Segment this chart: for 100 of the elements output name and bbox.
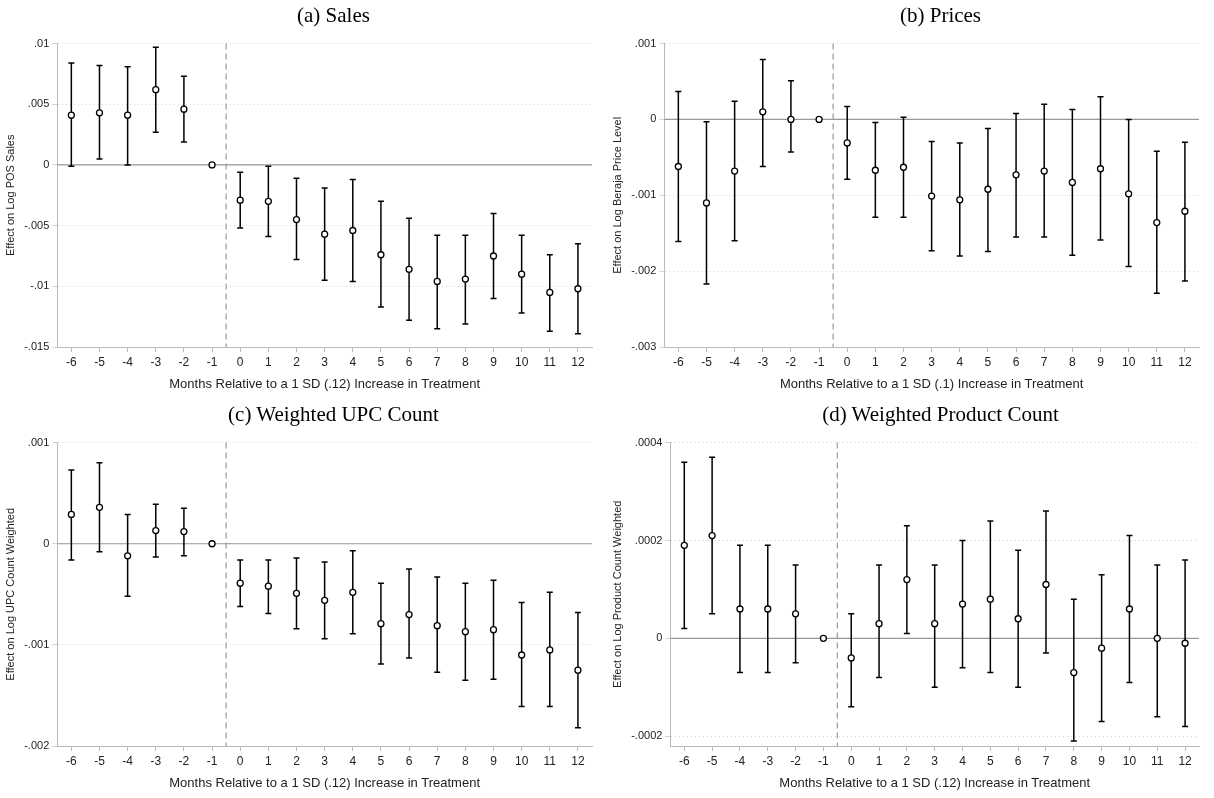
point bbox=[875, 620, 883, 628]
y-axis-title: Effect on Log Product Count Weighted bbox=[610, 500, 623, 688]
point bbox=[903, 575, 911, 584]
x-tick-label: 11 bbox=[543, 753, 557, 768]
y-tick-label: -.001 bbox=[24, 637, 50, 650]
x-tick-label: 11 bbox=[1151, 753, 1164, 768]
point bbox=[819, 634, 828, 642]
point bbox=[152, 526, 160, 535]
point bbox=[546, 288, 554, 297]
point bbox=[736, 605, 744, 613]
y-axis-title: Effect on Log POS Sales bbox=[3, 134, 16, 257]
x-tick-label: 8 bbox=[1070, 753, 1078, 768]
y-tick-label: 0 bbox=[650, 112, 657, 125]
point bbox=[180, 527, 188, 536]
x-tick-label: 4 bbox=[956, 354, 964, 369]
x-tick-label: -1 bbox=[206, 753, 218, 768]
x-tick-label: 6 bbox=[1014, 753, 1022, 768]
point bbox=[1153, 218, 1161, 227]
point bbox=[320, 596, 329, 605]
x-tick-label: 12 bbox=[571, 753, 585, 768]
point bbox=[791, 610, 800, 618]
y-tick-label: .0002 bbox=[634, 533, 663, 546]
x-tick-label: 10 bbox=[1122, 753, 1137, 768]
x-tick-label: -1 bbox=[818, 753, 830, 768]
x-tick-label: 0 bbox=[236, 753, 244, 768]
x-tick-label: -3 bbox=[150, 354, 162, 369]
point bbox=[984, 185, 992, 193]
point bbox=[461, 628, 469, 636]
x-tick-label: -4 bbox=[734, 753, 746, 768]
point bbox=[1181, 207, 1189, 215]
x-tick-label: 7 bbox=[433, 354, 441, 369]
x-tick-label: 12 bbox=[571, 354, 585, 369]
point bbox=[152, 86, 160, 94]
point bbox=[1153, 634, 1161, 642]
y-tick-label: -.0002 bbox=[631, 729, 663, 742]
x-tick-label: -4 bbox=[122, 354, 134, 369]
x-tick-label: 6 bbox=[1012, 354, 1020, 369]
x-tick-label: 8 bbox=[462, 354, 470, 369]
point bbox=[405, 265, 413, 273]
point bbox=[405, 610, 413, 619]
x-tick-label: -1 bbox=[206, 354, 218, 369]
point bbox=[1097, 644, 1106, 652]
point bbox=[489, 252, 498, 260]
point bbox=[1181, 639, 1189, 647]
point bbox=[489, 626, 498, 634]
point bbox=[67, 111, 75, 119]
x-tick-label: -1 bbox=[813, 354, 825, 369]
point bbox=[1042, 580, 1050, 589]
x-tick-label: 9 bbox=[490, 753, 498, 768]
point bbox=[377, 619, 385, 628]
x-tick-label: -2 bbox=[785, 354, 797, 369]
y-tick-label: .001 bbox=[634, 36, 657, 49]
point bbox=[927, 192, 936, 200]
y-tick-label: 0 bbox=[43, 157, 50, 170]
point bbox=[1012, 171, 1020, 179]
y-tick-label: .0004 bbox=[634, 435, 663, 448]
y-tick-label: -.015 bbox=[24, 340, 50, 353]
point bbox=[1040, 167, 1048, 175]
point bbox=[349, 588, 357, 596]
point bbox=[377, 251, 385, 259]
point bbox=[899, 163, 908, 171]
x-tick-label: -5 bbox=[706, 753, 718, 768]
point bbox=[1070, 668, 1078, 677]
x-tick-label: 2 bbox=[903, 753, 911, 768]
point bbox=[815, 115, 823, 124]
x-tick-label: 4 bbox=[349, 354, 357, 369]
x-tick-label: 6 bbox=[405, 354, 413, 369]
point bbox=[843, 139, 851, 147]
x-tick-label: 11 bbox=[1150, 354, 1164, 369]
point bbox=[759, 108, 767, 116]
point bbox=[95, 109, 104, 117]
point bbox=[433, 277, 441, 286]
x-tick-label: -2 bbox=[178, 354, 190, 369]
point bbox=[847, 654, 855, 662]
point bbox=[236, 196, 244, 204]
y-tick-label: .01 bbox=[33, 36, 50, 49]
point bbox=[1125, 605, 1134, 613]
point bbox=[461, 275, 469, 283]
chart-title: (d) Weighted Product Count bbox=[821, 401, 1060, 428]
point bbox=[680, 541, 688, 550]
x-tick-label: 3 bbox=[321, 354, 329, 369]
point bbox=[123, 111, 132, 119]
point bbox=[433, 622, 441, 630]
x-tick-label: 9 bbox=[1098, 753, 1106, 768]
point bbox=[517, 270, 526, 278]
x-tick-label: 10 bbox=[1121, 354, 1136, 369]
x-tick-label: 6 bbox=[405, 753, 413, 768]
x-tick-label: 4 bbox=[959, 753, 967, 768]
point bbox=[292, 215, 301, 224]
point bbox=[574, 666, 582, 674]
point bbox=[956, 196, 964, 204]
x-axis-title: Months Relative to a 1 SD (.1) Increase in Treatment bbox=[779, 375, 1084, 391]
x-axis-title: Months Relative to a 1 SD (.12) Increase in Treatment bbox=[169, 774, 481, 790]
x-tick-label: 2 bbox=[900, 354, 908, 369]
y-tick-label: 0 bbox=[656, 631, 663, 644]
y-tick-label: .005 bbox=[27, 97, 50, 110]
x-tick-label: 10 bbox=[514, 753, 529, 768]
y-tick-label: 0 bbox=[43, 536, 50, 549]
x-tick-label: -6 bbox=[678, 753, 690, 768]
y-tick-label: -.01 bbox=[30, 279, 50, 292]
